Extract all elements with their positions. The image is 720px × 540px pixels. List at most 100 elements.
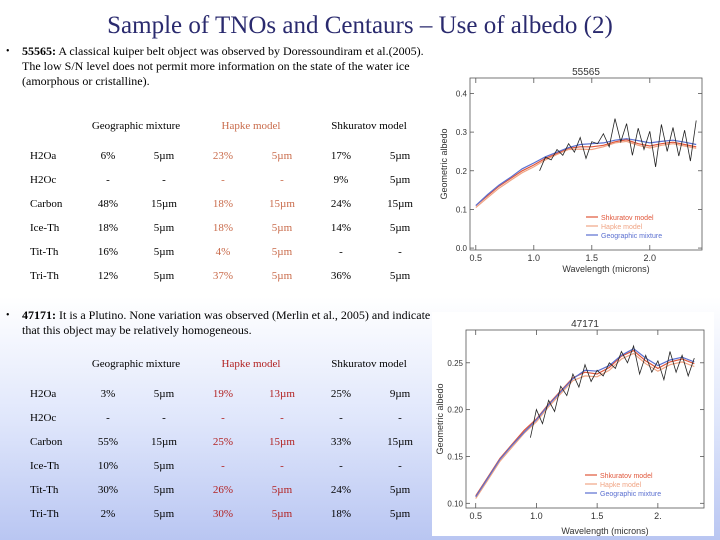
header-empty <box>16 108 80 144</box>
table-row: Tit-Th 30% 5µm 26% 5µm 24% 5µm <box>16 478 428 502</box>
table-row: Ice-Th 18% 5µm 18% 5µm 14% 5µm <box>16 216 428 240</box>
table-cell: 5µm <box>389 484 411 496</box>
legend-label: Shkuratov model <box>600 473 653 480</box>
table-cell: 16% <box>97 246 119 258</box>
table-header-row: Geographic mixture Hapke model Shkuratov… <box>16 346 428 382</box>
x-axis-label: Wavelength (microns) <box>561 526 648 536</box>
table-cell: 25% <box>330 388 352 400</box>
x-tick-label: 0.5 <box>469 511 482 521</box>
table-cell: 48% <box>97 198 119 210</box>
table-cell: 12% <box>97 270 119 282</box>
y-tick-label: 0.15 <box>447 452 463 461</box>
table-cell: 33% <box>330 436 352 448</box>
table-cell: 5µm <box>153 388 175 400</box>
row-label: H2Oa <box>30 388 57 400</box>
table-cell: - <box>162 174 166 186</box>
header-hapke: Hapke model <box>221 119 281 132</box>
table-47171: Geographic mixture Hapke model Shkuratov… <box>16 346 428 526</box>
observed-spectrum-line <box>530 344 695 438</box>
object-name: 47171: <box>22 308 56 322</box>
chart-47171: 47171 0.10 0.15 0.20 0.25 0.5 1.0 1.5 2. Waveleng… <box>432 312 714 536</box>
table-cell: 6% <box>100 150 116 162</box>
table-row: H2Oa 6% 5µm 23% 5µm 17% 5µm <box>16 144 428 168</box>
object-name: 55565: <box>22 44 56 58</box>
table-cell: 15µm <box>387 436 413 448</box>
table-cell: 37% <box>212 270 234 282</box>
table-cell: 5µm <box>271 246 293 258</box>
table-cell: 26% <box>212 484 234 496</box>
header-shkuratov: Shkuratov model <box>331 357 407 370</box>
table-cell: - <box>106 174 110 186</box>
table-cell: 5µm <box>389 222 411 234</box>
table-row: Carbon 48% 15µm 18% 15µm 24% 15µm <box>16 192 428 216</box>
table-cell: 15µm <box>151 198 177 210</box>
header-geographic: Geographic mixture <box>91 119 181 132</box>
table-cell: 5µm <box>271 222 293 234</box>
table-cell: 30% <box>212 508 234 520</box>
table-cell: 24% <box>330 484 352 496</box>
y-tick-label: 0.20 <box>447 406 463 415</box>
table-cell: 19% <box>212 388 234 400</box>
table-cell: 36% <box>330 270 352 282</box>
row-label: Tri-Th <box>30 508 59 520</box>
table-row: Tit-Th 16% 5µm 4% 5µm - - <box>16 240 428 264</box>
legend-label: Hapke model <box>600 482 642 489</box>
header-hapke: Hapke model <box>221 357 281 370</box>
legend-label: Geographic mixture <box>600 491 661 498</box>
table-cell: - <box>280 174 284 186</box>
row-label: H2Oa <box>30 150 57 162</box>
table-cell: 5µm <box>153 246 175 258</box>
row-label: H2Oc <box>30 412 57 424</box>
table-cell: 17% <box>330 150 352 162</box>
x-tick-label: 1.5 <box>586 253 599 263</box>
plot-frame <box>465 329 705 509</box>
y-tick-label: 0.4 <box>456 89 468 98</box>
table-row: Carbon 55% 15µm 25% 15µm 33% 15µm <box>16 430 428 454</box>
bullet-dot: • <box>6 46 10 57</box>
table-cell: 5µm <box>271 270 293 282</box>
table-cell: - <box>339 246 343 258</box>
table-row: H2Oc - - - - 9% 5µm <box>16 168 428 192</box>
x-tick-label: 1.0 <box>530 511 543 521</box>
bullet-47171: • 47171: It is a Plutino. None variation… <box>6 308 436 338</box>
model-line <box>475 139 697 207</box>
table-cell: - <box>339 412 343 424</box>
table-cell: 5µm <box>271 508 293 520</box>
y-tick-label: 0.10 <box>447 499 463 508</box>
legend-label: Hapke model <box>601 224 643 231</box>
table-cell: 5µm <box>153 508 175 520</box>
model-line <box>475 140 697 208</box>
model-line <box>475 347 695 498</box>
table-cell: - <box>280 412 284 424</box>
bullet-dot: • <box>6 310 10 321</box>
table-cell: 18% <box>97 222 119 234</box>
chart-title: 55565 <box>572 67 600 78</box>
table-cell: 9µm <box>389 388 411 400</box>
row-label: Carbon <box>30 436 63 448</box>
y-tick-label: 0.1 <box>456 205 468 214</box>
table-cell: 18% <box>330 508 352 520</box>
table-cell: 5µm <box>389 508 411 520</box>
chart-title: 47171 <box>571 319 599 330</box>
y-tick-label: 0.3 <box>456 128 468 137</box>
table-cell: - <box>221 174 225 186</box>
table-row: H2Oc - - - - - - <box>16 406 428 430</box>
table-cell: 30% <box>97 484 119 496</box>
row-label: Tit-Th <box>30 246 59 258</box>
x-tick-label: 2. <box>654 511 662 521</box>
table-cell: 55% <box>97 436 119 448</box>
table-cell: 5µm <box>271 484 293 496</box>
table-cell: - <box>162 412 166 424</box>
y-axis-label: Geometric albedo <box>435 383 445 454</box>
slide-title: Sample of TNOs and Centaurs – Use of alb… <box>107 12 613 39</box>
table-cell: 5µm <box>389 150 411 162</box>
chart-55565: 55565 0.0 0.1 0.2 0.3 0.4 0.5 1.0 1.5 2.0 Waveleng… <box>436 62 712 274</box>
table-cell: - <box>221 460 225 472</box>
table-cell: - <box>280 460 284 472</box>
table-cell: 5µm <box>389 270 411 282</box>
observed-spectrum-line <box>539 118 697 171</box>
table-cell: 15µm <box>269 436 295 448</box>
row-label: Ice-Th <box>30 460 60 472</box>
table-cell: 18% <box>212 222 234 234</box>
table-cell: 3% <box>100 388 116 400</box>
